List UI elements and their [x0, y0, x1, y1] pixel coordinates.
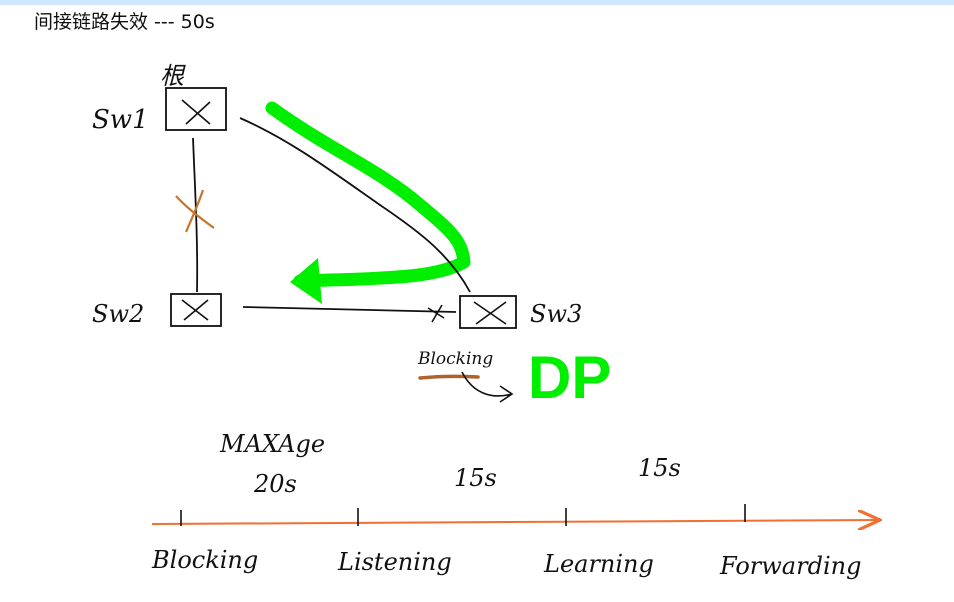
state-learning-label: Learning [543, 550, 654, 578]
blocking-underline [418, 374, 480, 380]
blocked-port-mark [427, 304, 445, 323]
blocking-port-label: Blocking [417, 349, 493, 369]
designated-port-label: DP [528, 344, 611, 411]
window-top-strip [0, 0, 954, 5]
switch-sw3-label: Sw3 [530, 300, 582, 328]
state-listening-label: Listening [337, 548, 452, 576]
timer-maxage-label: MAXAge [219, 430, 325, 458]
switch-sw2 [170, 293, 222, 327]
root-bridge-label: 根 [160, 62, 186, 90]
blocking-transition-arrow [461, 371, 514, 403]
switch-sw1-label: Sw1 [92, 105, 149, 135]
state-forwarding-label: Forwarding [719, 552, 861, 580]
timer-learning-value: 15s [638, 454, 681, 482]
timer-maxage-value: 20s [253, 470, 297, 498]
green-flow-stroke [265, 101, 471, 288]
timer-listening-value: 15s [454, 464, 497, 492]
switch-sw2-label: Sw2 [92, 300, 144, 328]
link-failure-mark [175, 189, 215, 233]
page-title: 间接链路失效 --- 50s [34, 11, 215, 33]
link-sw1-sw3 [239, 117, 471, 293]
link-sw2-sw3 [242, 306, 457, 313]
switch-sw1 [165, 87, 227, 131]
state-blocking-label: Blocking [151, 546, 258, 574]
green-arrow-head [290, 258, 322, 304]
timeline-axis [151, 520, 878, 524]
timeline-ticks [180, 504, 746, 526]
switch-sw3 [459, 295, 517, 329]
